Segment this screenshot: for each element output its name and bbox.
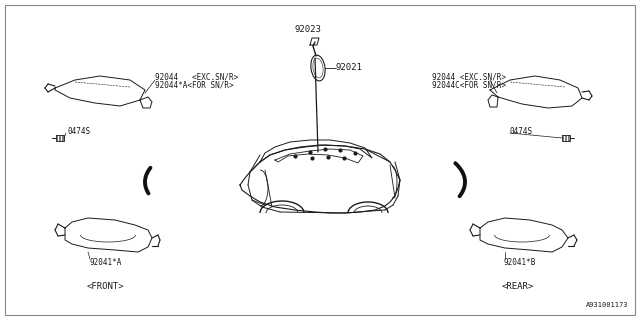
Text: <REAR>: <REAR> (502, 282, 534, 291)
Text: 92041*A: 92041*A (90, 258, 122, 267)
Text: 0474S: 0474S (67, 127, 90, 137)
Text: 92021: 92021 (336, 63, 363, 73)
Text: <FRONT>: <FRONT> (86, 282, 124, 291)
Text: 92023: 92023 (294, 25, 321, 34)
Text: 92044   <EXC.SN/R>: 92044 <EXC.SN/R> (155, 72, 238, 81)
Text: 92044 <EXC.SN/R>: 92044 <EXC.SN/R> (432, 72, 506, 81)
Text: 0474S: 0474S (510, 127, 533, 137)
Text: 92041*B: 92041*B (503, 258, 536, 267)
Text: 92044C<FOR SN/R>: 92044C<FOR SN/R> (432, 81, 506, 90)
Text: 92044*A<FOR SN/R>: 92044*A<FOR SN/R> (155, 81, 234, 90)
Text: A931001173: A931001173 (586, 302, 628, 308)
